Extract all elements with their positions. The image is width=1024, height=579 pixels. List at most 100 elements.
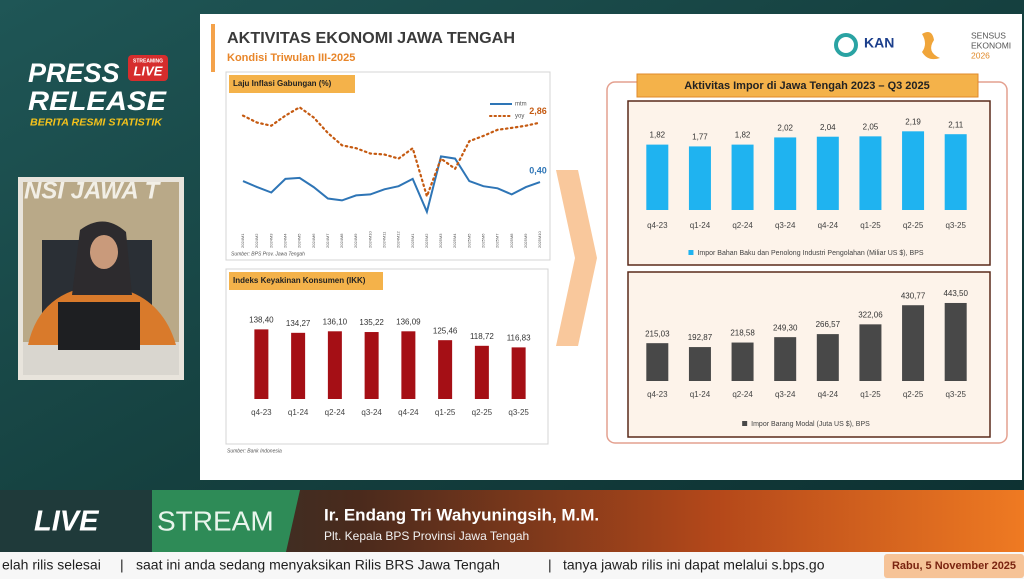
logo-se: 2026 <box>971 50 990 60</box>
banner-live-box <box>0 490 152 552</box>
date: Rabu, 5 November 2025 <box>892 560 1016 572</box>
speaker-role: Plt. Kepala BPS Provinsi Jawa Tengah <box>324 529 529 543</box>
x-tick-label: 2025M4 <box>452 233 457 248</box>
wall-text: NSI JAWA T <box>24 177 161 204</box>
data-label: 0,40 <box>529 165 547 175</box>
x-tick-label: q4-23 <box>251 408 272 417</box>
bar <box>859 324 882 381</box>
bar <box>364 332 379 399</box>
data-label: 1,82 <box>735 131 751 140</box>
data-label: 136,10 <box>323 317 348 326</box>
panel-title-box <box>229 272 383 290</box>
x-tick-label: 2025M7 <box>495 233 500 248</box>
x-tick-label: 2024M3 <box>268 233 273 248</box>
panel-title-box <box>636 73 979 98</box>
logo-kan: KAN <box>864 35 894 51</box>
data-label: 249,30 <box>773 323 798 332</box>
x-tick-label: q4-24 <box>818 221 839 230</box>
logo-circle <box>834 33 858 57</box>
x-tick-label: q2-25 <box>903 390 924 399</box>
legend-swatch <box>688 250 694 255</box>
bar <box>944 134 967 210</box>
x-tick-label: 2024M5 <box>297 233 302 248</box>
x-tick-label: q4-23 <box>647 221 668 230</box>
data-label: 134,27 <box>286 319 311 328</box>
x-tick-label: q2-24 <box>732 390 753 399</box>
panel <box>225 268 549 445</box>
ticker-separator: | <box>120 557 124 573</box>
data-label: 118,72 <box>470 332 494 341</box>
banner-stream-box <box>152 490 300 552</box>
data-label: 266,57 <box>816 320 841 329</box>
x-tick-label: 2024M12 <box>396 231 401 248</box>
x-tick-label: 2025M9 <box>523 233 528 248</box>
bar <box>327 331 342 399</box>
data-label: 1,77 <box>692 133 708 142</box>
data-label: 430,77 <box>901 291 926 300</box>
bar <box>731 342 754 381</box>
legend-label: mtm <box>515 102 527 108</box>
data-label: 218,58 <box>730 329 755 338</box>
x-tick-label: 2024M11 <box>381 231 386 248</box>
x-tick-label: q2-24 <box>732 221 753 230</box>
x-tick-label: q3-25 <box>945 390 966 399</box>
bar <box>816 136 839 210</box>
x-tick-label: q3-25 <box>508 408 529 417</box>
x-tick-label: 2024M8 <box>339 233 344 248</box>
data-label: 2,02 <box>777 124 793 133</box>
line <box>242 155 541 215</box>
logo-se: SENSUS <box>971 30 1006 40</box>
live-badge <box>128 55 168 81</box>
bar <box>254 329 269 399</box>
data-label: 2,04 <box>820 123 836 132</box>
panel-title-box <box>229 75 355 93</box>
x-tick-label: q2-24 <box>325 408 346 417</box>
x-tick-label: q3-24 <box>361 408 382 417</box>
chart-title: Laju Inflasi Gabungan (%) <box>233 79 332 88</box>
chart-box <box>627 100 991 266</box>
badge-live: LIVE <box>134 63 163 78</box>
bar <box>291 332 306 399</box>
x-tick-label: q3-25 <box>945 221 966 230</box>
x-tick-label: 2024M2 <box>254 233 259 248</box>
x-tick-label: q1-25 <box>860 390 881 399</box>
person-face <box>90 235 118 269</box>
chart-title: Indeks Keyakinan Konsumen (IKK) <box>233 276 366 285</box>
x-tick-label: q1-24 <box>690 390 711 399</box>
x-tick-label: q2-25 <box>903 221 924 230</box>
x-tick-label: 2025M8 <box>509 233 514 248</box>
line <box>241 105 542 200</box>
data-label: 322,06 <box>858 310 883 319</box>
badge-top: STREAMING <box>133 58 163 64</box>
ticker <box>0 552 1024 579</box>
data-label: 2,86 <box>529 106 547 116</box>
brand-tagline: BERITA RESMI STATISTIK <box>30 118 163 129</box>
x-tick-label: q2-25 <box>472 408 493 417</box>
panel <box>225 71 551 261</box>
x-tick-label: 2025M10 <box>537 231 542 248</box>
x-tick-label: 2024M4 <box>282 233 287 248</box>
bar <box>731 144 754 210</box>
chart-box <box>627 271 991 438</box>
speaker-name: Ir. Endang Tri Wahyuningsih, M.M. <box>324 505 599 524</box>
x-tick-label: q1-25 <box>435 408 456 417</box>
laptop <box>58 302 140 350</box>
x-tick-label: 2024M1 <box>240 233 245 248</box>
x-tick-label: 2025M1 <box>410 233 415 248</box>
bar <box>902 305 925 381</box>
data-label: 135,22 <box>359 318 384 327</box>
legend-swatch <box>742 421 748 426</box>
bar <box>688 146 711 210</box>
slide-subtitle: Kondisi Triwulan III-2025 <box>227 52 355 64</box>
title-accent <box>211 24 215 72</box>
data-label: 192,87 <box>688 333 713 342</box>
x-tick-label: 2025M5 <box>466 233 471 248</box>
slide-title: AKTIVITAS EKONOMI JAWA TENGAH <box>227 30 515 47</box>
legend-label: Impor Bahan Baku dan Penolong Industri P… <box>697 250 923 257</box>
chart-source: Sumber: BPS Prov. Jawa Tengah <box>231 251 305 257</box>
x-tick-label: 2024M10 <box>367 231 372 248</box>
bar <box>902 131 925 210</box>
banner-stream: STREAM <box>157 505 274 536</box>
